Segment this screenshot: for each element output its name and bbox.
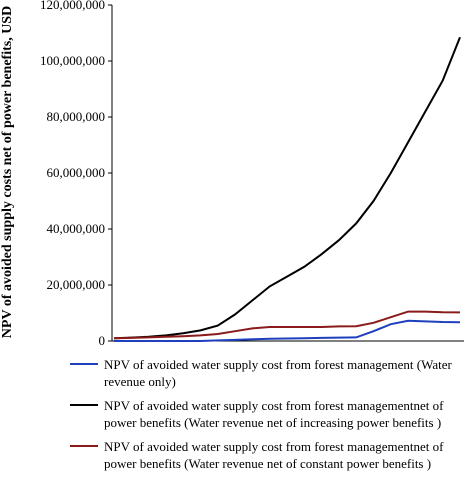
legend-swatch-blue	[70, 363, 98, 365]
y-tick-label: 100,000,000	[40, 53, 105, 68]
y-tick-label: 20,000,000	[47, 277, 106, 292]
y-tick-label: 120,000,000	[40, 0, 105, 12]
line-chart: NPV of avoided supply costs net of power…	[0, 0, 464, 348]
chart-legend: NPV of avoided water supply cost from fo…	[70, 356, 470, 479]
y-tick-label: 0	[99, 333, 106, 348]
legend-label: NPV of avoided water supply cost from fo…	[104, 398, 444, 430]
series-line-1	[113, 36, 461, 340]
y-tick-label: 40,000,000	[47, 221, 106, 236]
series-line-0	[114, 319, 461, 342]
legend-label: NPV of avoided water supply cost from fo…	[104, 439, 444, 471]
legend-label: NPV of avoided water supply cost from fo…	[104, 357, 452, 389]
legend-item-water-revenue: NPV of avoided water supply cost from fo…	[70, 356, 470, 390]
series-line-2	[113, 310, 461, 340]
y-axis-label: NPV of avoided supply costs net of power…	[0, 6, 15, 338]
legend-item-constant-power: NPV of avoided water supply cost from fo…	[70, 438, 470, 472]
y-tick-label: 80,000,000	[47, 109, 106, 124]
legend-swatch-red	[70, 445, 98, 447]
legend-swatch-black	[70, 404, 98, 406]
legend-item-increasing-power: NPV of avoided water supply cost from fo…	[70, 397, 470, 431]
y-tick-label: 60,000,000	[47, 165, 106, 180]
